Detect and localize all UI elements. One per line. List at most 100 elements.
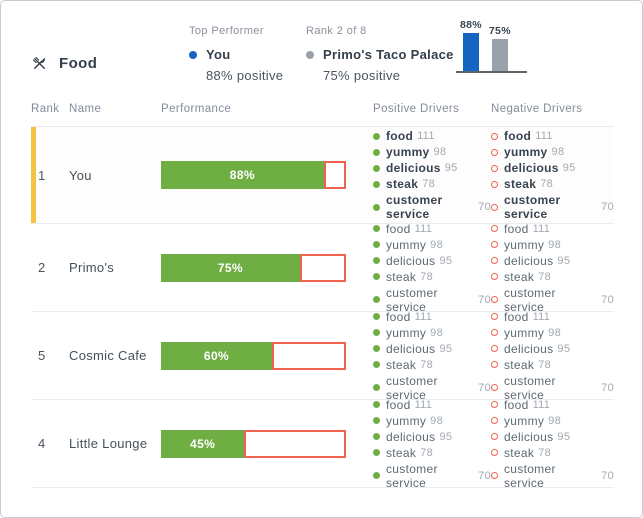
positive-driver-item[interactable]: yummy 98 (373, 326, 491, 340)
driver-label: delicious (386, 341, 436, 356)
name-value: Little Lounge (69, 436, 148, 451)
table-row[interactable]: 5 Cosmic Cafe 60% food 111 yummy 98 deliciou… (31, 310, 614, 402)
driver-count: 95 (439, 254, 453, 267)
performance-cell: 60% (161, 341, 373, 370)
driver-count: 111 (414, 398, 433, 411)
driver-count: 95 (439, 430, 453, 443)
driver-label: delicious (504, 341, 554, 356)
negative-driver-item[interactable]: customer service 70 (491, 462, 614, 490)
driver-count: 70 (601, 381, 614, 394)
positive-driver-dot-icon (373, 433, 380, 440)
positive-driver-item[interactable]: yummy 98 (373, 238, 491, 252)
utensils-icon (32, 56, 45, 69)
positive-driver-item[interactable]: steak 78 (373, 358, 491, 372)
name-value: You (69, 167, 92, 183)
driver-count: 95 (562, 162, 576, 174)
driver-label: food (504, 309, 529, 324)
positive-driver-dot-icon (373, 203, 380, 211)
driver-label: food (386, 221, 411, 236)
positive-driver-dot-icon (373, 361, 380, 368)
negative-driver-item[interactable]: steak 78 (491, 270, 614, 284)
driver-count: 111 (532, 222, 551, 235)
positive-driver-dot-icon (373, 296, 380, 303)
positive-drivers-list: food 111 yummy 98 delicious 95 steak 78 customer… (373, 398, 491, 490)
card-header: Food Top Performer You 88% positive Rank… (1, 1, 642, 89)
positive-drivers-list: food 111 yummy 98 delicious 95 steak 78 customer… (373, 310, 491, 402)
driver-label: steak (386, 357, 417, 372)
table-row[interactable]: 2 Primo's 75% food 111 yummy 98 delicious 95 s… (31, 222, 614, 314)
performance-bar: 75% (161, 253, 346, 282)
positive-driver-item[interactable]: yummy 98 (373, 414, 491, 428)
negative-driver-item[interactable]: food 111 (491, 398, 614, 412)
negative-driver-item[interactable]: yummy 98 (491, 326, 614, 340)
positive-driver-item[interactable]: yummy 98 (373, 145, 491, 159)
negative-driver-item[interactable]: food 111 (491, 310, 614, 324)
positive-driver-dot-icon (373, 449, 380, 456)
performance-bar: 60% (161, 341, 346, 370)
mini-chart-value-you: 88% (460, 19, 482, 31)
name-value: Cosmic Cafe (69, 348, 147, 363)
performance-bar-positive: 75% (161, 253, 300, 282)
positive-driver-item[interactable]: food 111 (373, 398, 491, 412)
driver-count: 70 (478, 201, 491, 213)
positive-driver-item[interactable]: delicious 95 (373, 430, 491, 444)
negative-driver-item[interactable]: food 111 (491, 222, 614, 236)
negative-driver-item[interactable]: yummy 98 (491, 414, 614, 428)
column-header-name: Name (69, 103, 102, 115)
driver-label: yummy (386, 145, 430, 159)
negative-driver-dot-icon (491, 225, 498, 232)
negative-driver-item[interactable]: delicious 95 (491, 254, 614, 268)
positive-driver-item[interactable]: steak 78 (373, 446, 491, 460)
negative-driver-item[interactable]: delicious 95 (491, 342, 614, 356)
positive-driver-item[interactable]: steak 78 (373, 270, 491, 284)
negative-driver-item[interactable]: customer service 70 (491, 193, 614, 221)
mini-chart-bar-you (462, 33, 479, 71)
rank-summary-detail: 75% positive (323, 68, 401, 83)
positive-driver-item[interactable]: customer service 70 (373, 462, 491, 490)
positive-driver-dot-icon (373, 180, 380, 188)
negative-driver-item[interactable]: steak 78 (491, 177, 614, 191)
positive-driver-item[interactable]: steak 78 (373, 177, 491, 191)
table-rows: 1 You 88% food 111 yummy 98 delicious 95 steak… (1, 127, 642, 490)
positive-driver-item[interactable]: delicious 95 (373, 161, 491, 175)
negative-driver-item[interactable]: delicious 95 (491, 161, 614, 175)
driver-count: 111 (414, 222, 433, 235)
driver-label: customer service (504, 461, 556, 490)
driver-label: food (504, 221, 529, 236)
negative-driver-item[interactable]: yummy 98 (491, 145, 614, 159)
negative-driver-item[interactable]: delicious 95 (491, 430, 614, 444)
positive-driver-item[interactable]: food 111 (373, 310, 491, 324)
negative-driver-item[interactable]: food 111 (491, 129, 614, 143)
positive-driver-item[interactable]: customer service 70 (373, 374, 491, 402)
performance-bar-negative (323, 161, 346, 189)
table-row[interactable]: 1 You 88% food 111 yummy 98 delicious 95 steak… (31, 127, 614, 224)
negative-driver-item[interactable]: customer service 70 (491, 286, 614, 314)
positive-driver-item[interactable]: delicious 95 (373, 254, 491, 268)
performance-bar: 88% (161, 161, 346, 189)
rank-value: 2 (38, 260, 46, 275)
negative-driver-dot-icon (491, 132, 498, 140)
rank-summary-label: Rank 2 of 8 (306, 25, 367, 37)
driver-count: 95 (557, 430, 571, 443)
driver-count: 70 (601, 293, 614, 306)
negative-driver-item[interactable]: steak 78 (491, 446, 614, 460)
table-row[interactable]: 4 Little Lounge 45% food 111 yummy 98 delici… (31, 398, 614, 490)
driver-label: delicious (386, 429, 436, 444)
positive-driver-item[interactable]: food 111 (373, 222, 491, 236)
driver-count: 70 (478, 469, 491, 482)
driver-count: 98 (433, 146, 447, 158)
negative-driver-dot-icon (491, 148, 498, 156)
positive-driver-item[interactable]: food 111 (373, 129, 491, 143)
negative-driver-item[interactable]: customer service 70 (491, 374, 614, 402)
rank-summary-block: Rank 2 of 8 Primo's Taco Palace 75% posi… (306, 23, 456, 89)
positive-driver-item[interactable]: customer service 70 (373, 193, 491, 221)
positive-driver-item[interactable]: delicious 95 (373, 342, 491, 356)
driver-count: 111 (532, 398, 551, 411)
driver-label: steak (386, 269, 417, 284)
positive-driver-dot-icon (373, 148, 380, 156)
negative-driver-item[interactable]: steak 78 (491, 358, 614, 372)
negative-driver-item[interactable]: yummy 98 (491, 238, 614, 252)
positive-driver-dot-icon (373, 313, 380, 320)
positive-driver-item[interactable]: customer service 70 (373, 286, 491, 314)
positive-driver-dot-icon (373, 472, 380, 479)
